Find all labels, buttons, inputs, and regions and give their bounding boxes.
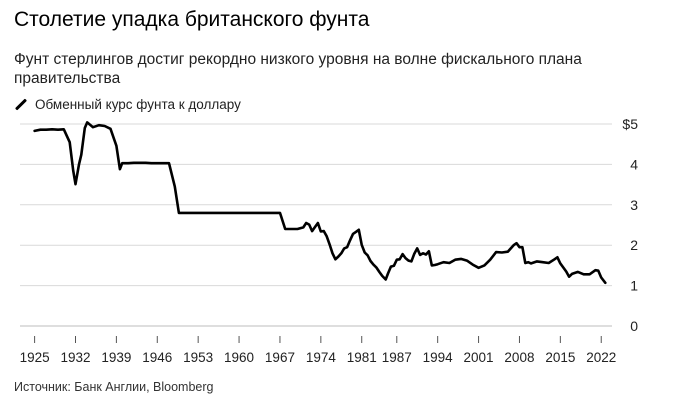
x-tick-label: 2015 <box>545 350 575 365</box>
y-tick-label: 2 <box>630 237 638 253</box>
grid-lines <box>20 123 612 327</box>
chart-source: Источник: Банк Англии, Bloomberg <box>14 380 214 394</box>
x-tick-label: 1960 <box>224 350 254 365</box>
chart-legend: Обменный курс фунта к доллару <box>14 96 241 112</box>
x-tick-label: 1932 <box>60 350 90 365</box>
chart-subtitle: Фунт стерлингов достиг рекордно низкого … <box>14 51 582 87</box>
chart-title: Столетие упадка британского фунта <box>14 8 370 31</box>
x-tick-label: 1974 <box>306 350 337 365</box>
y-tick-label: 1 <box>630 278 638 294</box>
x-tick-label: 1981 <box>347 350 377 365</box>
x-tick-label: 1967 <box>265 350 295 365</box>
y-tick-label: 4 <box>630 156 638 172</box>
x-tick-label: 1953 <box>183 350 213 365</box>
series-layer <box>33 121 607 285</box>
legend-label: Обменный курс фунта к доллару <box>35 96 241 112</box>
x-tick-label: 1987 <box>382 350 412 365</box>
y-tick-label: 0 <box>630 318 638 334</box>
x-tick-label: 1939 <box>101 350 131 365</box>
x-tick-label: 1946 <box>142 350 172 365</box>
x-axis-ticks: 1925 1932 1939 1946 1953 1960 1967 1974 1981 1987… <box>20 336 616 365</box>
x-tick-label: 2001 <box>464 350 494 365</box>
x-tick-label: 1994 <box>423 350 454 365</box>
x-tick-label: 2008 <box>504 350 534 365</box>
x-tick-label: 2022 <box>586 350 616 365</box>
x-tick-label: 1925 <box>20 350 50 365</box>
y-axis-ticks: 0 1 2 3 4 $5 <box>622 116 638 334</box>
y-tick-label: 3 <box>630 197 638 213</box>
series-line-0 <box>33 121 607 285</box>
y-tick-label: $5 <box>622 116 638 132</box>
